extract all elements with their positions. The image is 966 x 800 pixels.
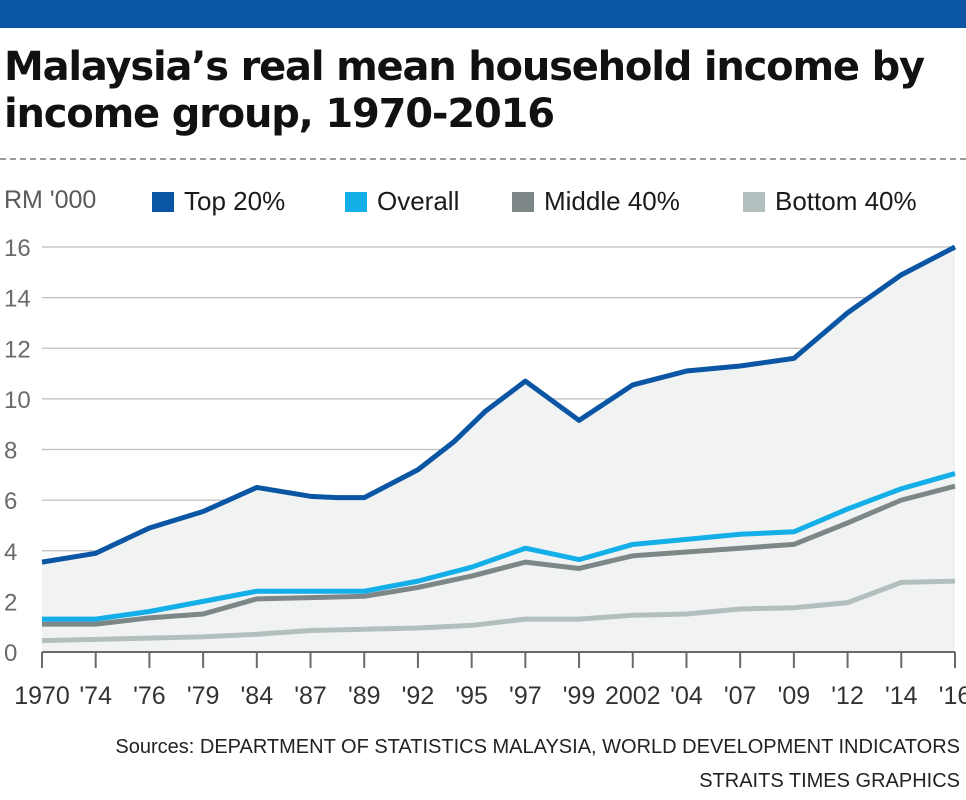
x-tick-label-13: '07 bbox=[724, 682, 757, 710]
y-tick-label-14: 14 bbox=[4, 286, 31, 313]
series-line-middle40 bbox=[42, 483, 956, 627]
title-divider bbox=[0, 158, 966, 160]
legend-item-bottom40: Bottom 40% bbox=[743, 186, 917, 217]
y-tick-label-4: 4 bbox=[4, 539, 17, 566]
y-tick-label-2: 2 bbox=[4, 589, 17, 616]
x-tick-label-6: '89 bbox=[348, 682, 381, 710]
x-tick-label-17: '16 bbox=[939, 682, 966, 710]
chart-title: Malaysia’s real mean household income by… bbox=[4, 44, 925, 137]
series-line-top20 bbox=[41, 244, 957, 565]
x-tick-label-0: 1970 bbox=[14, 682, 70, 710]
x-tick-label-12: '04 bbox=[670, 682, 703, 710]
y-tick-label-8: 8 bbox=[4, 438, 17, 465]
legend-item-middle40: Middle 40% bbox=[512, 186, 680, 217]
x-tick-label-15: '12 bbox=[831, 682, 864, 710]
legend-item-top20: Top 20% bbox=[152, 186, 285, 217]
x-tick-label-3: '79 bbox=[187, 682, 220, 710]
legend-swatch-middle40 bbox=[512, 191, 534, 212]
x-tick-label-8: '95 bbox=[455, 682, 488, 710]
legend-label-overall: Overall bbox=[377, 186, 460, 216]
x-tick-label-1: '74 bbox=[79, 682, 112, 710]
x-tick-label-16: '14 bbox=[885, 682, 918, 710]
legend-label-top20: Top 20% bbox=[184, 186, 286, 216]
legend-swatch-top20 bbox=[152, 191, 174, 212]
legend-label-middle40: Middle 40% bbox=[544, 186, 680, 216]
x-tick-label-11: 2002 bbox=[605, 682, 661, 710]
graphics-credit: STRAITS TIMES GRAPHICS bbox=[699, 770, 960, 792]
legend-label-bottom40: Bottom 40% bbox=[775, 186, 917, 216]
x-tick-label-5: '87 bbox=[294, 682, 327, 710]
x-tick-label-7: '92 bbox=[402, 682, 435, 710]
x-tick-label-10: '99 bbox=[563, 682, 596, 710]
x-tick-label-2: '76 bbox=[133, 682, 166, 710]
y-tick-label-0: 0 bbox=[4, 640, 17, 667]
legend-swatch-bottom40 bbox=[743, 191, 765, 212]
series-line-bottom40 bbox=[41, 578, 956, 644]
x-tick-label-9: '97 bbox=[509, 682, 542, 710]
y-tick-label-10: 10 bbox=[4, 387, 31, 414]
line-chart: 0 2 4 6 8 10 12 14 16 1970 '74 '76 '79 '84 '87 '89 '92 '9… bbox=[4, 235, 966, 710]
y-tick-label-16: 16 bbox=[4, 235, 31, 262]
y-tick-label-12: 12 bbox=[4, 336, 31, 363]
x-tick-label-14: '09 bbox=[778, 682, 811, 710]
top-color-bar bbox=[0, 0, 966, 28]
legend-swatch-overall bbox=[345, 191, 367, 212]
y-tick-label-6: 6 bbox=[4, 488, 17, 515]
x-tick-label-4: '84 bbox=[241, 682, 274, 710]
legend-item-overall: Overall bbox=[345, 186, 459, 217]
series-line-overall bbox=[42, 471, 956, 622]
source-note: Sources: DEPARTMENT OF STATISTICS MALAYS… bbox=[115, 736, 960, 758]
y-unit-label: RM '000 bbox=[4, 186, 97, 214]
